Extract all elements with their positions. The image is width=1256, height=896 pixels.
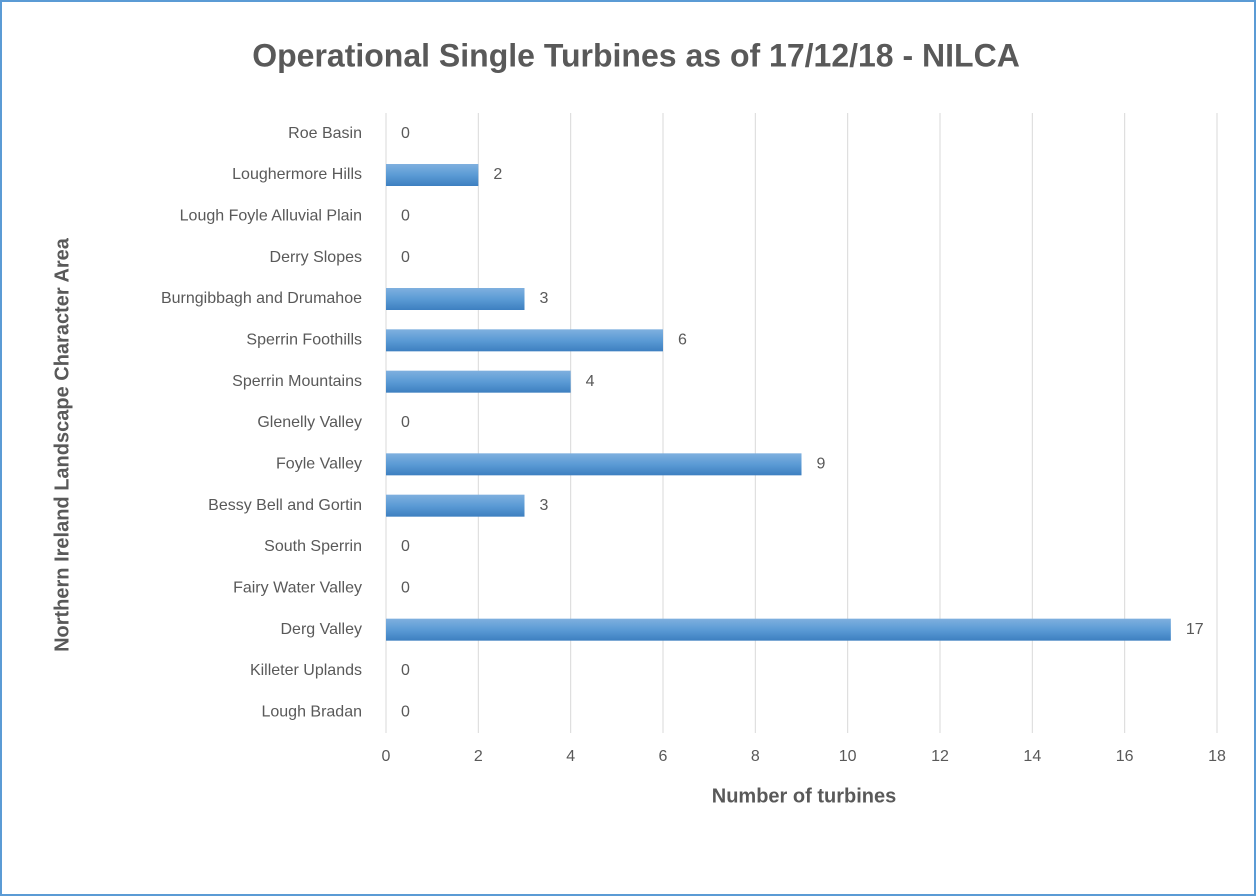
data-label: 0	[401, 249, 410, 266]
data-label: 0	[401, 704, 410, 721]
data-label: 17	[1186, 621, 1204, 638]
x-tick-label: 8	[751, 748, 760, 765]
bar	[386, 370, 571, 393]
data-label: 0	[401, 662, 410, 679]
data-label: 0	[401, 538, 410, 555]
y-tick-label: Killeter Uplands	[250, 662, 362, 679]
y-tick-label: Derg Valley	[280, 621, 362, 638]
y-tick-label: Loughermore Hills	[232, 166, 362, 183]
chart-title: Operational Single Turbines as of 17/12/…	[252, 37, 1020, 73]
data-label: 3	[540, 497, 549, 514]
y-tick-label: Fairy Water Valley	[233, 580, 362, 597]
data-label: 2	[493, 166, 502, 183]
bar	[386, 453, 802, 476]
data-label: 9	[817, 456, 826, 473]
bar	[386, 618, 1171, 641]
y-tick-label: Foyle Valley	[276, 456, 362, 473]
y-tick-label: Roe Basin	[288, 125, 362, 142]
x-tick-label: 2	[474, 748, 483, 765]
bar	[386, 288, 525, 310]
y-tick-label: Sperrin Foothills	[246, 332, 362, 349]
y-tick-label: Lough Bradan	[261, 704, 362, 721]
y-tick-label: Sperrin Mountains	[232, 373, 362, 390]
y-tick-label: Derry Slopes	[270, 249, 362, 266]
y-tick-label: South Sperrin	[264, 538, 362, 555]
bar	[386, 329, 663, 352]
y-tick-label: Glenelly Valley	[257, 414, 362, 431]
bar	[386, 164, 479, 186]
data-label: 0	[401, 414, 410, 431]
y-tick-label: Bessy Bell and Gortin	[208, 497, 362, 514]
x-tick-label: 0	[382, 748, 391, 765]
data-label: 0	[401, 125, 410, 142]
x-tick-label: 4	[566, 748, 575, 765]
x-tick-label: 12	[931, 748, 949, 765]
data-label: 4	[586, 373, 595, 390]
data-label: 0	[401, 580, 410, 597]
x-axis-title: Number of turbines	[712, 785, 896, 807]
x-tick-label: 16	[1116, 748, 1134, 765]
y-tick-label: Burngibbagh and Drumahoe	[161, 290, 362, 307]
x-tick-label: 18	[1208, 748, 1226, 765]
x-tick-label: 6	[659, 748, 668, 765]
x-tick-label: 14	[1023, 748, 1041, 765]
data-label: 0	[401, 208, 410, 225]
bar	[386, 494, 525, 517]
y-tick-label: Lough Foyle Alluvial Plain	[180, 208, 362, 225]
x-tick-label: 10	[839, 748, 857, 765]
data-label: 3	[540, 290, 549, 307]
y-axis-title: Northern Ireland Landscape Character Are…	[51, 237, 73, 652]
data-label: 6	[678, 332, 687, 349]
